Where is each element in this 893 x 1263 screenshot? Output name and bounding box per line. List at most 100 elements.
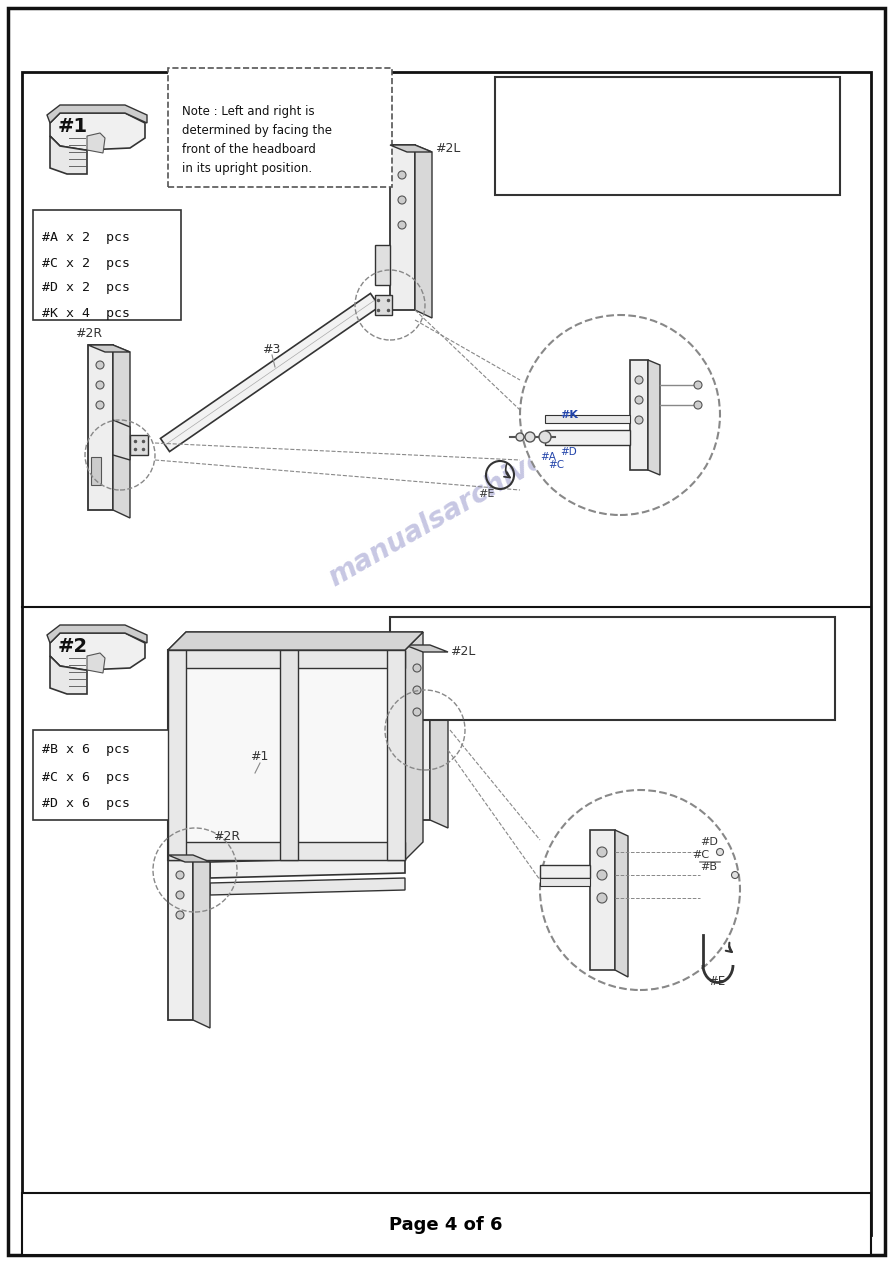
Circle shape [694,400,702,409]
Circle shape [525,432,535,442]
Polygon shape [88,345,113,510]
Text: #1: #1 [58,116,88,135]
Polygon shape [193,855,210,1028]
Text: #2: #2 [58,637,88,655]
Polygon shape [168,632,423,650]
Polygon shape [113,421,130,460]
Text: manualsarchive.com: manualsarchive.com [323,408,616,592]
Circle shape [413,664,421,672]
Text: #C x 2  pcs: #C x 2 pcs [42,256,130,269]
Text: #3: #3 [262,344,280,356]
Polygon shape [430,645,448,829]
Polygon shape [87,653,105,673]
Polygon shape [47,625,147,643]
Circle shape [597,870,607,880]
Bar [495,77,840,195]
Text: #K: #K [560,410,578,421]
Text: #2R: #2R [213,830,240,842]
Polygon shape [405,645,448,652]
Polygon shape [50,112,145,150]
Circle shape [96,361,104,369]
Circle shape [597,893,607,903]
Text: #1: #1 [250,750,269,763]
Text: #D: #D [700,837,718,847]
Circle shape [398,221,406,229]
Polygon shape [88,345,130,352]
Circle shape [413,709,421,716]
Polygon shape [113,345,130,518]
Text: #B: #B [700,863,717,871]
Polygon shape [87,133,105,153]
Text: #C: #C [548,460,564,470]
FancyBboxPatch shape [168,68,392,187]
Circle shape [398,171,406,179]
Text: Page 4 of 6: Page 4 of 6 [389,1216,503,1234]
Polygon shape [280,650,298,860]
Text: manualsarchive.com: manualsarchive.com [166,721,434,879]
Bar [91,457,101,485]
Polygon shape [390,145,415,309]
Circle shape [176,871,184,879]
Polygon shape [540,878,590,887]
Circle shape [635,376,643,384]
Bar [33,210,181,320]
Circle shape [176,890,184,899]
Text: #2R: #2R [75,327,102,340]
Polygon shape [168,650,405,860]
Circle shape [96,400,104,409]
Bar [22,1194,871,1255]
Text: #D: #D [560,447,577,457]
Polygon shape [545,416,630,423]
Polygon shape [168,842,405,860]
Text: #D x 6  pcs: #D x 6 pcs [42,797,130,811]
Circle shape [413,686,421,693]
Polygon shape [405,645,430,820]
Polygon shape [168,650,186,860]
Circle shape [516,433,524,441]
Circle shape [520,314,720,515]
Polygon shape [161,293,380,452]
Text: #K x 4  pcs: #K x 4 pcs [42,307,130,320]
Text: #D x 2  pcs: #D x 2 pcs [42,282,130,294]
Circle shape [635,416,643,424]
Text: #E: #E [478,489,495,499]
Text: #E: #E [708,975,725,988]
Polygon shape [375,245,390,285]
Polygon shape [630,360,648,470]
Circle shape [398,196,406,205]
Polygon shape [130,434,148,455]
Polygon shape [168,632,423,650]
Circle shape [694,381,702,389]
Polygon shape [210,878,405,895]
Text: #B x 6  pcs: #B x 6 pcs [42,744,130,757]
Text: #A: #A [540,452,555,462]
Bar [390,618,835,720]
Polygon shape [615,830,628,978]
Polygon shape [545,429,630,445]
Polygon shape [50,136,87,174]
Text: #C x 6  pcs: #C x 6 pcs [42,770,130,783]
Polygon shape [50,633,145,669]
Polygon shape [540,865,590,878]
Circle shape [635,397,643,404]
Text: #2L: #2L [435,141,461,155]
Polygon shape [415,145,432,318]
Polygon shape [47,105,147,123]
Bar [33,730,181,820]
Polygon shape [168,855,210,863]
Text: Note : Left and right is
determined by facing the
front of the headboard
in its : Note : Left and right is determined by f… [182,105,332,176]
Text: #C: #C [692,850,709,860]
Circle shape [176,911,184,919]
Polygon shape [648,360,660,475]
Circle shape [540,789,740,990]
Text: #A x 2  pcs: #A x 2 pcs [42,231,130,245]
Text: #2L: #2L [450,645,475,658]
Polygon shape [590,830,615,970]
Circle shape [716,849,723,855]
Circle shape [539,431,551,443]
Polygon shape [168,855,193,1021]
Polygon shape [210,858,405,878]
Polygon shape [50,655,87,693]
Circle shape [597,847,607,858]
Polygon shape [387,650,405,860]
